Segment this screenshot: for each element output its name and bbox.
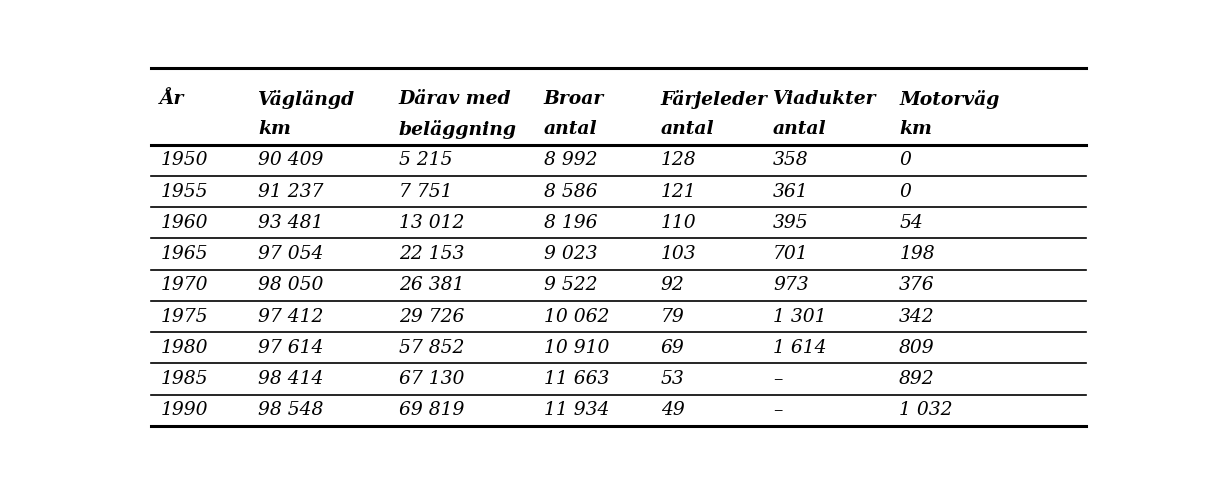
Text: 395: 395 xyxy=(772,214,809,232)
Text: 11 934: 11 934 xyxy=(543,401,610,419)
Text: 7 751: 7 751 xyxy=(398,183,453,201)
Text: 22 153: 22 153 xyxy=(398,245,465,263)
Text: Viadukter: Viadukter xyxy=(772,90,876,108)
Text: 10 910: 10 910 xyxy=(543,339,610,357)
Text: 8 196: 8 196 xyxy=(543,214,597,232)
Text: 5 215: 5 215 xyxy=(398,151,453,169)
Text: 1970: 1970 xyxy=(161,276,208,294)
Text: 342: 342 xyxy=(899,308,935,325)
Text: 0: 0 xyxy=(899,151,911,169)
Text: 1990: 1990 xyxy=(161,401,208,419)
Text: 57 852: 57 852 xyxy=(398,339,465,357)
Text: 9 023: 9 023 xyxy=(543,245,597,263)
Text: antal: antal xyxy=(660,120,715,138)
Text: 376: 376 xyxy=(899,276,935,294)
Text: 1965: 1965 xyxy=(161,245,208,263)
Text: 98 548: 98 548 xyxy=(258,401,323,419)
Text: –: – xyxy=(772,401,782,419)
Text: 1955: 1955 xyxy=(161,183,208,201)
Text: 103: 103 xyxy=(660,245,696,263)
Text: Broar: Broar xyxy=(543,90,604,108)
Text: 97 054: 97 054 xyxy=(258,245,323,263)
Text: antal: antal xyxy=(772,120,827,138)
Text: 93 481: 93 481 xyxy=(258,214,323,232)
Text: 110: 110 xyxy=(660,214,696,232)
Text: År: År xyxy=(161,90,185,108)
Text: km: km xyxy=(258,120,291,138)
Text: 97 412: 97 412 xyxy=(258,308,323,325)
Text: 11 663: 11 663 xyxy=(543,370,610,388)
Text: 54: 54 xyxy=(899,214,923,232)
Text: 1 614: 1 614 xyxy=(772,339,827,357)
Text: Motorväg: Motorväg xyxy=(899,90,999,109)
Text: 49: 49 xyxy=(660,401,684,419)
Text: 79: 79 xyxy=(660,308,684,325)
Text: 13 012: 13 012 xyxy=(398,214,465,232)
Text: 69: 69 xyxy=(660,339,684,357)
Text: Därav med: Därav med xyxy=(398,90,512,108)
Text: antal: antal xyxy=(543,120,597,138)
Text: 91 237: 91 237 xyxy=(258,183,323,201)
Text: 1975: 1975 xyxy=(161,308,208,325)
Text: –: – xyxy=(772,370,782,388)
Text: 121: 121 xyxy=(660,183,696,201)
Text: 361: 361 xyxy=(772,183,809,201)
Text: 90 409: 90 409 xyxy=(258,151,323,169)
Text: 701: 701 xyxy=(772,245,809,263)
Text: 1950: 1950 xyxy=(161,151,208,169)
Text: Färjeleder: Färjeleder xyxy=(660,90,768,109)
Text: 973: 973 xyxy=(772,276,809,294)
Text: 97 614: 97 614 xyxy=(258,339,323,357)
Text: 9 522: 9 522 xyxy=(543,276,597,294)
Text: 1 301: 1 301 xyxy=(772,308,827,325)
Text: 10 062: 10 062 xyxy=(543,308,610,325)
Text: 8 992: 8 992 xyxy=(543,151,597,169)
Text: 98 050: 98 050 xyxy=(258,276,323,294)
Text: 0: 0 xyxy=(899,183,911,201)
Text: Väglängd: Väglängd xyxy=(258,90,356,109)
Text: 358: 358 xyxy=(772,151,809,169)
Text: 1 032: 1 032 xyxy=(899,401,952,419)
Text: 92: 92 xyxy=(660,276,684,294)
Text: 69 819: 69 819 xyxy=(398,401,465,419)
Text: 29 726: 29 726 xyxy=(398,308,465,325)
Text: 892: 892 xyxy=(899,370,935,388)
Text: 1980: 1980 xyxy=(161,339,208,357)
Text: km: km xyxy=(899,120,932,138)
Text: 98 414: 98 414 xyxy=(258,370,323,388)
Text: 67 130: 67 130 xyxy=(398,370,465,388)
Text: 8 586: 8 586 xyxy=(543,183,597,201)
Text: 26 381: 26 381 xyxy=(398,276,465,294)
Text: 1985: 1985 xyxy=(161,370,208,388)
Text: 128: 128 xyxy=(660,151,696,169)
Text: 53: 53 xyxy=(660,370,684,388)
Text: 198: 198 xyxy=(899,245,935,263)
Text: 1960: 1960 xyxy=(161,214,208,232)
Text: 809: 809 xyxy=(899,339,935,357)
Text: beläggning: beläggning xyxy=(398,120,517,139)
